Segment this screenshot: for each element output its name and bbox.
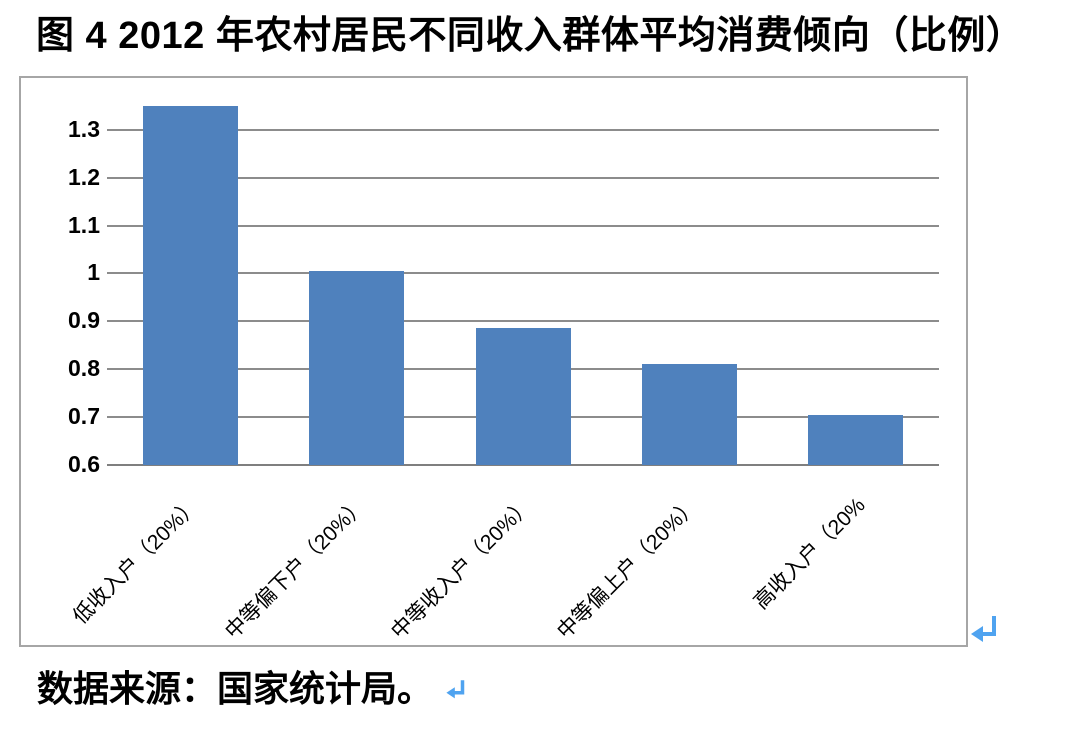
y-tick-label: 1.3 (68, 115, 100, 142)
bar-chart: 0.6 0.7 0.8 0.9 1 1.1 1.2 1.3 低收入户（20%） 中等偏下户（20%… (19, 76, 968, 647)
bar (475, 328, 571, 465)
y-tick-label: 0.8 (68, 355, 100, 382)
gridline (107, 224, 939, 227)
bar (641, 364, 737, 465)
paragraph-return-icon (969, 613, 999, 652)
paragraph-return-icon (445, 669, 466, 710)
y-tick-label: 0.9 (68, 307, 100, 334)
y-tick-label: 1.2 (68, 163, 100, 190)
y-tick-label: 0.6 (68, 451, 100, 477)
y-tick-label: 1.1 (68, 211, 100, 238)
gridline (107, 272, 939, 275)
source-note: 数据来源：国家统计局。 (37, 660, 466, 712)
x-axis-label-text: 高收入户（20% (749, 493, 870, 614)
x-axis-label-text: 中等偏上户（20%） (553, 493, 704, 644)
bar (808, 414, 904, 465)
x-axis-label-text: 低收入户（20%） (68, 493, 204, 629)
y-tick-label: 1 (87, 259, 100, 286)
x-axis-label-text: 中等偏下户（20%） (220, 493, 371, 644)
y-tick-label: 0.7 (68, 403, 100, 430)
x-axis-line (107, 464, 939, 466)
figure-title: 图 4 2012 年农村居民不同收入群体平均消费倾向（比例） (36, 15, 1025, 57)
bar (142, 105, 238, 465)
bar (309, 271, 405, 465)
gridline (107, 320, 939, 323)
source-note-text: 数据来源：国家统计局。 (37, 668, 434, 709)
gridline (107, 176, 939, 179)
x-axis-label-text: 中等收入户（20%） (386, 493, 537, 644)
gridline (107, 128, 939, 131)
